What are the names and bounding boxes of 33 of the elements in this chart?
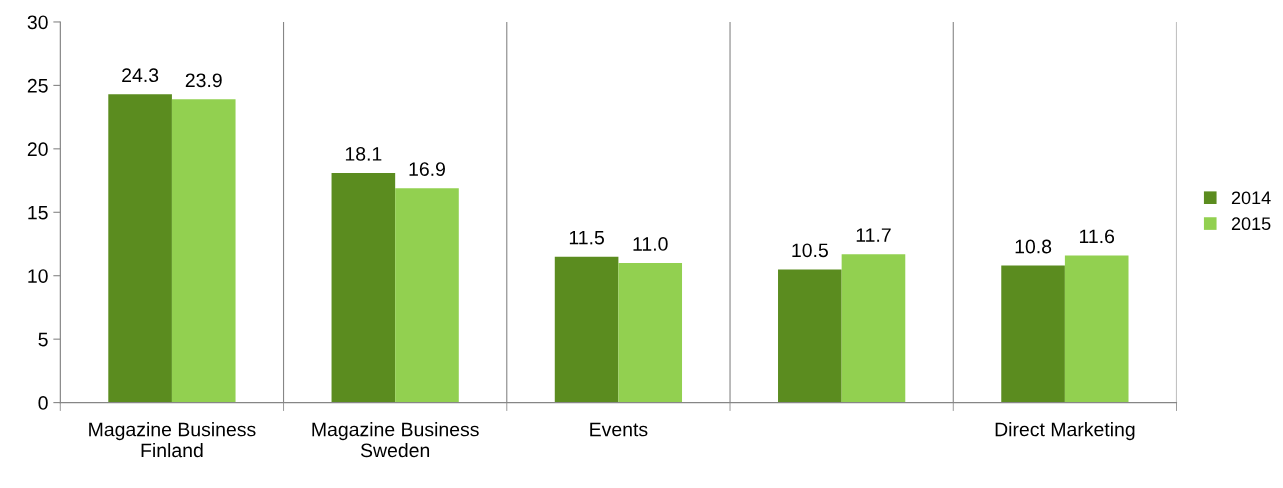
y-tick-label: 15 xyxy=(28,205,48,220)
x-tick-label: Events xyxy=(590,422,648,437)
text: 11.5 xyxy=(569,230,604,245)
y-tick-label: 0 xyxy=(38,396,48,410)
text: 18.1 xyxy=(345,147,382,161)
text: 11.6 xyxy=(1079,229,1115,244)
bar xyxy=(618,263,683,403)
bar xyxy=(331,172,396,403)
bar xyxy=(554,256,619,403)
text: 24.3 xyxy=(122,68,159,83)
y-tick-label: 5 xyxy=(38,332,48,347)
x-tick-label: Magazine Business Sweden xyxy=(312,422,479,458)
y-tick-label: 20 xyxy=(27,142,48,157)
y-tick-label: 30 xyxy=(27,15,48,30)
text: 23.9 xyxy=(185,73,222,88)
legend-label: 2015 xyxy=(1231,217,1271,231)
bar xyxy=(841,254,906,403)
bar xyxy=(778,269,842,403)
bar xyxy=(1001,265,1065,403)
text: 10.5 xyxy=(792,243,828,258)
x-tick-label: Magazine Business Finland xyxy=(89,422,256,458)
text: 11.7 xyxy=(856,228,891,242)
x-tick-label: Direct Marketing xyxy=(995,422,1135,441)
bar xyxy=(171,99,236,403)
text: 10.8 xyxy=(1015,239,1052,254)
y-tick-label: 25 xyxy=(27,78,48,93)
bar xyxy=(108,94,172,403)
bar xyxy=(1064,255,1129,403)
legend-label: 2014 xyxy=(1231,191,1271,205)
text: 16.9 xyxy=(409,162,445,176)
text: 11.0 xyxy=(633,237,668,251)
y-tick-label: 10 xyxy=(28,269,48,283)
bar xyxy=(395,188,459,403)
